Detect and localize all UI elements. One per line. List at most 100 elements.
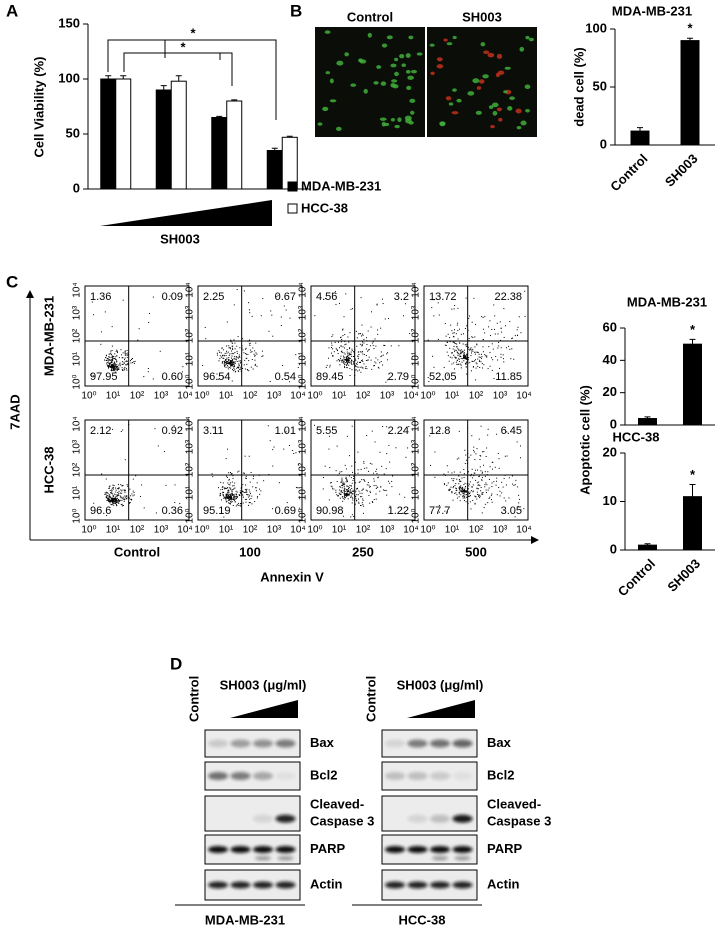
event (485, 492, 487, 494)
event (230, 364, 232, 366)
event (465, 494, 467, 496)
event (353, 362, 355, 364)
event (330, 481, 332, 483)
event (356, 337, 358, 339)
event (223, 364, 225, 366)
event (216, 373, 218, 375)
event (444, 484, 446, 486)
event (450, 324, 452, 326)
event (385, 381, 387, 383)
event (466, 354, 468, 356)
y-tick-label: 10⁴ (298, 282, 309, 297)
event (365, 355, 367, 357)
y-tick-label: 100 (585, 20, 607, 35)
event (230, 495, 232, 497)
event (119, 362, 121, 364)
event (455, 361, 457, 363)
event (473, 360, 475, 362)
event (462, 355, 464, 357)
event (351, 348, 353, 350)
event (223, 360, 225, 362)
event (517, 326, 519, 328)
event (509, 321, 511, 323)
event (219, 351, 221, 353)
event (462, 495, 464, 497)
event (482, 339, 484, 341)
cell (329, 99, 337, 103)
event (490, 494, 492, 496)
event (464, 362, 466, 364)
event (111, 368, 113, 370)
y-tick-label: 0 (600, 136, 607, 151)
event (502, 486, 504, 488)
cell (525, 108, 530, 113)
event (229, 484, 231, 486)
event (456, 359, 458, 361)
event (465, 501, 467, 503)
y-tick-label: 10¹ (298, 351, 309, 366)
event (366, 340, 368, 342)
cell (394, 57, 399, 62)
event (100, 343, 102, 345)
error-bar (105, 75, 112, 79)
event (159, 350, 161, 352)
event (459, 500, 461, 502)
event (351, 471, 353, 473)
error-bar (637, 127, 643, 132)
event (235, 357, 237, 359)
event (349, 354, 351, 356)
event (448, 360, 450, 362)
event (477, 488, 479, 490)
event (149, 312, 151, 314)
event (454, 350, 456, 352)
event (362, 504, 364, 506)
event (126, 495, 128, 497)
event (363, 363, 365, 365)
event (357, 494, 359, 496)
event (245, 491, 247, 493)
band (430, 739, 450, 748)
event (113, 357, 115, 359)
event (121, 492, 123, 494)
event (342, 496, 344, 498)
event (465, 491, 467, 493)
event (112, 495, 114, 497)
event (124, 369, 126, 371)
event (353, 515, 355, 517)
event (386, 426, 388, 428)
band (385, 772, 405, 780)
dose-triangle (100, 200, 272, 226)
event (476, 448, 478, 450)
event (111, 491, 113, 493)
event (171, 507, 173, 509)
event (351, 425, 353, 427)
event (115, 367, 117, 369)
event (463, 352, 465, 354)
quadrant-value: 3.2 (394, 291, 409, 303)
event (350, 351, 352, 353)
event (230, 494, 232, 496)
event (487, 489, 489, 491)
event (342, 483, 344, 485)
x-tick-label: 10⁰ (194, 525, 209, 536)
event (346, 490, 348, 492)
event (223, 495, 225, 497)
event (355, 490, 357, 492)
event (165, 484, 167, 486)
event (369, 492, 371, 494)
event (226, 362, 228, 364)
event (398, 345, 400, 347)
event (465, 345, 467, 347)
event (229, 362, 231, 364)
event (371, 311, 373, 313)
event (254, 501, 256, 503)
event (477, 365, 479, 367)
band (253, 846, 273, 853)
event (114, 358, 116, 360)
flow-plot (197, 285, 303, 387)
band (253, 814, 273, 823)
event (229, 496, 231, 498)
event (113, 368, 115, 370)
event (373, 365, 375, 367)
event (342, 484, 344, 486)
